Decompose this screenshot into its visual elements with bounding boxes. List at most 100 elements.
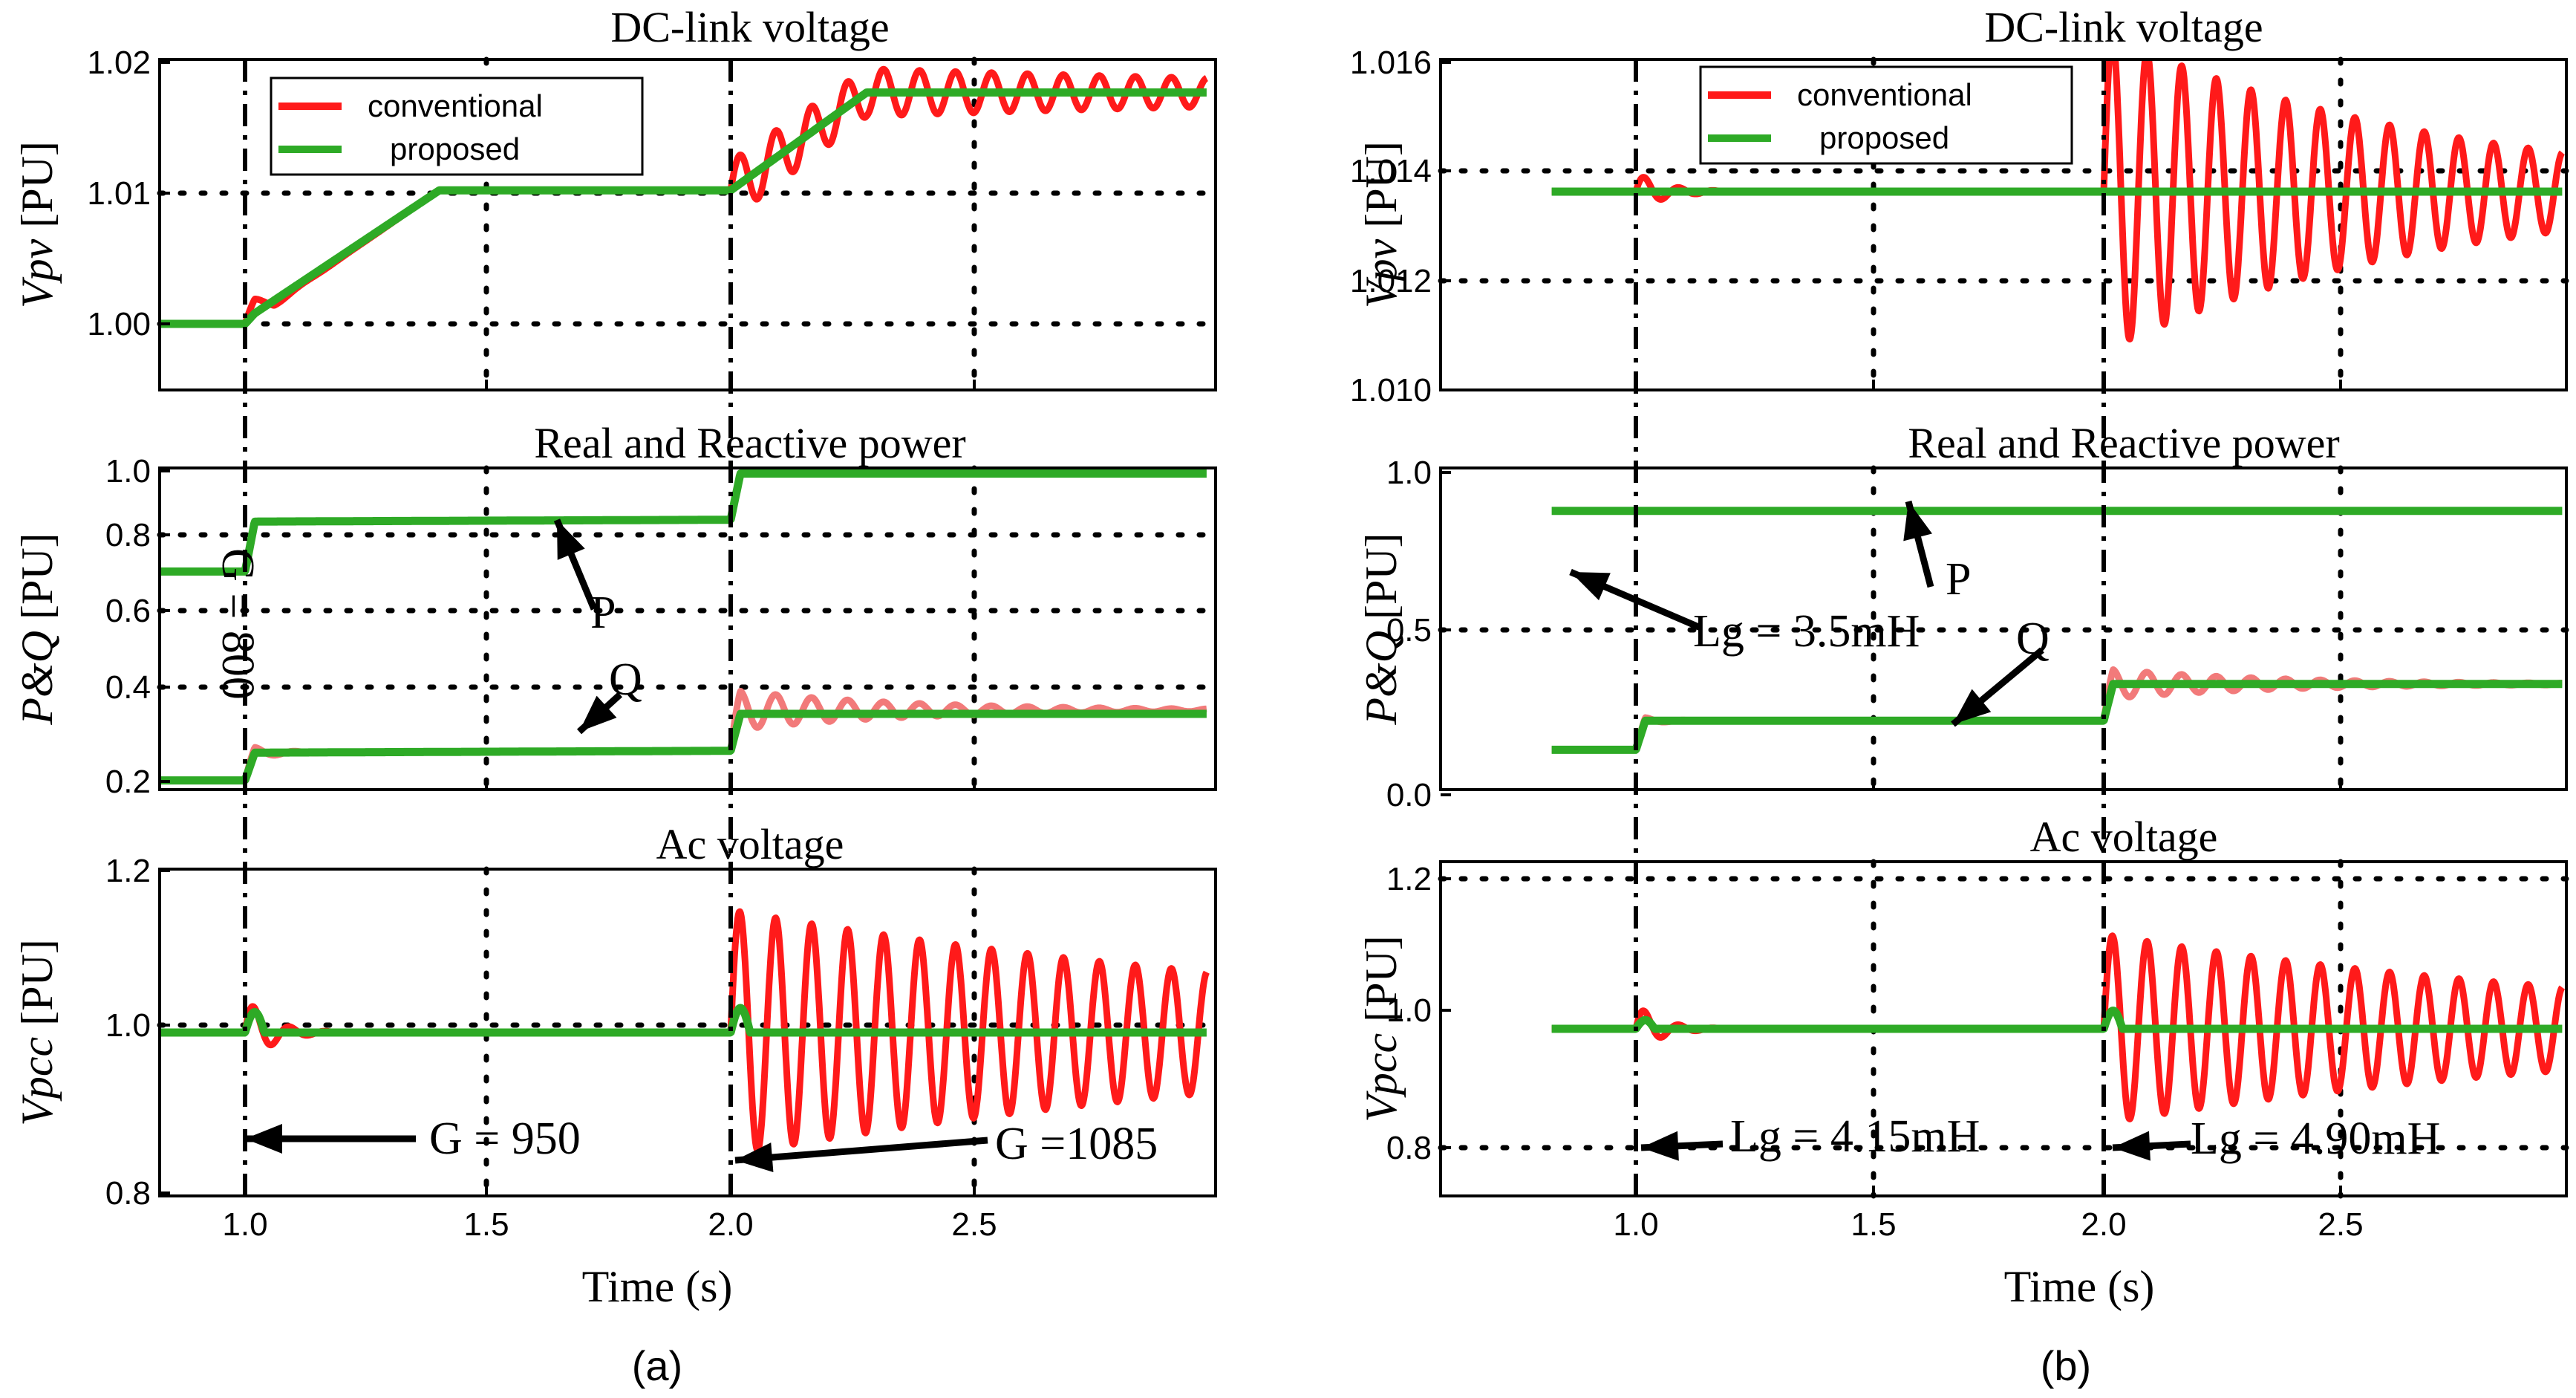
y-axis-unit: [PU]: [13, 533, 62, 631]
plot-frame: [158, 466, 1217, 791]
lg490-annotation: Lg = 4.90mH: [2191, 1113, 2440, 1164]
g950-annotation: G = 950: [429, 1113, 581, 1164]
subplot-title: Ac voltage: [656, 820, 844, 868]
plot-frame: [1439, 58, 2568, 391]
y-axis-variable: Vpcc: [13, 1037, 62, 1126]
y-tick-label: 1.016: [1350, 45, 1432, 81]
series-line-p: [160, 469, 1210, 576]
lg490-arrow-head: [2113, 1131, 2151, 1161]
y-tick-label: 0.5: [1386, 612, 1432, 648]
legend-box: [270, 77, 644, 176]
y-tick-label: 1.2: [1386, 861, 1432, 897]
q-annotation-a: Q: [609, 654, 642, 705]
y-tick-label: 1.012: [1350, 263, 1432, 299]
panel-label: (a): [632, 1342, 682, 1389]
y-tick-label: 0.8: [105, 517, 151, 553]
y-tick-label: 1.0: [1386, 992, 1432, 1029]
y-axis-label: Vpv [PU]: [13, 141, 62, 308]
legend-label-conventional: conventional: [368, 88, 543, 123]
legend-box: [1699, 65, 2073, 165]
series-line-proposed: [160, 88, 1210, 328]
subplot-title: Real and Reactive power: [534, 419, 965, 467]
x-tick-label: 2.0: [708, 1206, 753, 1243]
y-tick-label: 1.0: [105, 1007, 151, 1044]
g950-arrow-head: [245, 1124, 282, 1154]
series-group: [160, 469, 1210, 785]
y-axis-label: Vpv [PU]: [1357, 141, 1406, 308]
g800-annotation: G = 800: [212, 548, 263, 700]
y-axis-variable: Vpcc: [1357, 1033, 1406, 1122]
q-arrow-a-head: [579, 695, 617, 732]
y-tick-label: 0.0: [1386, 777, 1432, 813]
y-tick-label: 0.2: [105, 764, 151, 800]
x-tick-label: 2.5: [2318, 1206, 2363, 1243]
y-axis-label: P&Q [PU]: [13, 533, 62, 725]
p-annotation-b: P: [1946, 554, 1971, 605]
series-group: [160, 65, 1210, 328]
plot-frame: [158, 868, 1217, 1197]
panel-label: (b): [2041, 1342, 2091, 1389]
y-axis-unit: [PU]: [13, 939, 62, 1037]
subplot-title: Ac voltage: [2030, 813, 2218, 861]
series-group: [160, 908, 1210, 1154]
g1085-arrow: [734, 1137, 988, 1164]
legend-label-proposed: proposed: [390, 131, 520, 166]
series-group: [1548, 507, 2566, 754]
x-tick-label: 2.5: [951, 1206, 997, 1243]
y-tick-label: 1.0: [105, 453, 151, 490]
y-tick-label: 1.2: [105, 853, 151, 889]
y-axis-label: P&Q [PU]: [1357, 533, 1406, 725]
x-tick-label: 1.5: [1851, 1206, 1896, 1243]
y-tick-label: 1.014: [1350, 153, 1432, 189]
lg415-annotation: Lg = 4.15mH: [1730, 1111, 1980, 1162]
p-annotation-a: P: [590, 588, 616, 638]
lg35-arrow-head: [1571, 572, 1611, 601]
y-tick-label: 1.02: [87, 45, 151, 81]
y-tick-label: 0.6: [105, 593, 151, 629]
y-axis-label: Vpcc [PU]: [1357, 935, 1406, 1122]
p-arrow-a-head: [557, 520, 585, 560]
x-tick-label: 2.0: [2081, 1206, 2126, 1243]
legend-label-proposed: proposed: [1819, 120, 1949, 155]
y-tick-label: 0.8: [1386, 1130, 1432, 1166]
g1085-annotation: G =1085: [995, 1119, 1158, 1169]
x-axis-label: Time (s): [2004, 1262, 2155, 1311]
x-tick-label: 1.0: [1613, 1206, 1658, 1243]
series-line-q-proposed: [160, 709, 1210, 785]
y-axis-variable: P&Q: [1357, 631, 1406, 726]
plot-frame: [158, 58, 1217, 391]
series-line-q-conventional: [160, 688, 1210, 784]
y-axis-variable: Vpv: [13, 238, 62, 308]
series-line-proposed: [160, 1004, 1210, 1037]
q-annotation-b: Q: [2016, 614, 2050, 664]
y-axis-unit: [PU]: [1357, 533, 1406, 631]
y-tick-label: 1.00: [87, 306, 151, 342]
y-tick-label: 0.4: [105, 669, 151, 706]
lg415-arrow-head: [1641, 1131, 1679, 1161]
p-arrow-b-head: [1903, 501, 1932, 542]
subplot-title: DC-link voltage: [1984, 3, 2263, 51]
series-line-q-proposed: [1548, 680, 2566, 754]
y-tick-label: 0.8: [105, 1175, 151, 1212]
x-tick-label: 1.0: [222, 1206, 267, 1243]
series-line-proposed: [1548, 1007, 2566, 1033]
y-tick-label: 1.0: [1386, 455, 1432, 491]
y-axis-unit: [PU]: [13, 141, 62, 239]
q-arrow-b-head: [1953, 689, 1992, 724]
y-axis-variable: Vpv: [1357, 238, 1406, 308]
x-axis-label: Time (s): [582, 1262, 733, 1311]
subplot-title: DC-link voltage: [610, 3, 889, 51]
y-axis-variable: P&Q: [13, 631, 62, 726]
plot-frame: [1439, 860, 2568, 1197]
y-tick-label: 1.010: [1350, 372, 1432, 409]
y-axis-label: Vpcc [PU]: [13, 939, 62, 1126]
y-axis-unit: [PU]: [1357, 935, 1406, 1033]
subplot-title: Real and Reactive power: [1908, 419, 2339, 467]
x-tick-label: 1.5: [463, 1206, 509, 1243]
y-axis-unit: [PU]: [1357, 141, 1406, 239]
lg35-annotation: Lg = 3.5mH: [1693, 606, 1920, 657]
series-group: [1548, 932, 2566, 1122]
g1085-arrow-head: [735, 1142, 774, 1172]
legend-label-conventional: conventional: [1797, 77, 1972, 112]
y-tick-label: 1.01: [87, 175, 151, 212]
